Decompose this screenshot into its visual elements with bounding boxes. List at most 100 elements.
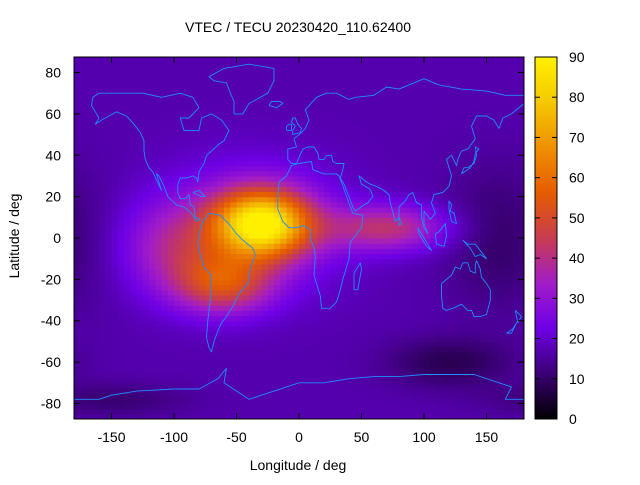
heatmap-cell xyxy=(224,119,231,125)
heatmap-cell xyxy=(386,113,394,120)
heatmap-cell xyxy=(105,134,113,141)
heatmap-cell xyxy=(392,77,400,84)
heatmap-cell xyxy=(455,274,463,280)
heatmap-cell xyxy=(99,253,106,260)
heatmap-cell xyxy=(111,253,119,260)
heatmap-cell xyxy=(161,356,169,363)
heatmap-cell xyxy=(342,82,350,89)
heatmap-cell xyxy=(480,398,488,405)
heatmap-cell xyxy=(205,253,213,260)
heatmap-cell xyxy=(99,248,106,255)
heatmap-cell xyxy=(180,315,188,322)
heatmap-cell xyxy=(511,212,519,218)
heatmap-cell xyxy=(311,351,319,358)
heatmap-cell xyxy=(242,139,250,146)
heatmap-cell xyxy=(492,243,500,249)
heatmap-cell xyxy=(436,57,444,63)
heatmap-cell xyxy=(92,165,100,172)
heatmap-cell xyxy=(367,186,375,193)
heatmap-cell xyxy=(311,77,319,84)
heatmap-cell xyxy=(155,175,163,182)
heatmap-cell xyxy=(211,217,219,224)
heatmap-cell xyxy=(205,82,213,89)
heatmap-cell xyxy=(349,403,356,410)
heatmap-cell xyxy=(442,72,450,79)
heatmap-cell xyxy=(99,315,106,322)
heatmap-cell xyxy=(461,129,469,136)
heatmap-cell xyxy=(449,289,456,296)
heatmap-cell xyxy=(130,367,138,374)
heatmap-cell xyxy=(236,279,244,286)
heatmap-cell xyxy=(180,294,188,301)
heatmap-cell xyxy=(436,351,444,358)
heatmap-cell xyxy=(311,181,319,187)
heatmap-cell xyxy=(449,284,456,291)
heatmap-cell xyxy=(261,320,269,327)
heatmap-cell xyxy=(180,341,188,348)
heatmap-cell xyxy=(449,88,456,94)
heatmap-cell xyxy=(267,387,275,394)
heatmap-cell xyxy=(342,274,350,280)
heatmap-cell xyxy=(255,387,263,394)
heatmap-cell xyxy=(155,393,163,399)
heatmap-cell xyxy=(305,372,313,379)
heatmap-cell xyxy=(211,362,219,368)
heatmap-cell xyxy=(80,155,88,162)
heatmap-cell xyxy=(417,134,425,141)
heatmap-cell xyxy=(180,289,188,296)
heatmap-cell xyxy=(424,356,431,363)
heatmap-cell xyxy=(411,243,419,249)
heatmap-cell xyxy=(255,336,263,343)
heatmap-cell xyxy=(411,139,419,146)
heatmap-cell xyxy=(99,134,106,141)
heatmap-cell xyxy=(236,129,244,136)
heatmap-cell xyxy=(305,351,313,358)
heatmap-cell xyxy=(280,191,288,198)
heatmap-cell xyxy=(149,320,156,327)
heatmap-cell xyxy=(474,77,481,84)
heatmap-cell xyxy=(105,367,113,374)
heatmap-cell xyxy=(142,362,150,368)
heatmap-cell xyxy=(136,341,144,348)
heatmap-cell xyxy=(99,300,106,306)
heatmap-cell xyxy=(292,201,300,208)
heatmap-cell xyxy=(161,398,169,405)
heatmap-cell xyxy=(199,346,206,353)
heatmap-cell xyxy=(505,346,513,353)
heatmap-cell xyxy=(92,67,100,74)
heatmap-cell xyxy=(149,351,156,358)
heatmap-cell xyxy=(267,150,275,156)
heatmap-cell xyxy=(467,367,475,374)
heatmap-cell xyxy=(511,196,519,203)
heatmap-cell xyxy=(199,372,206,379)
heatmap-cell xyxy=(380,320,388,327)
heatmap-cell xyxy=(142,103,150,110)
heatmap-cell xyxy=(336,269,344,275)
heatmap-cell xyxy=(80,165,88,172)
heatmap-cell xyxy=(499,408,506,415)
heatmap-cell xyxy=(174,170,181,177)
heatmap-cell xyxy=(417,93,425,99)
heatmap-cell xyxy=(267,248,275,255)
heatmap-cell xyxy=(517,325,524,332)
heatmap-cell xyxy=(261,103,269,110)
heatmap-cell xyxy=(267,305,275,311)
heatmap-cell xyxy=(92,372,100,379)
heatmap-cell xyxy=(255,372,263,379)
heatmap-cell xyxy=(92,201,100,208)
heatmap-cell xyxy=(211,279,219,286)
heatmap-cell xyxy=(261,367,269,374)
heatmap-cell xyxy=(267,217,275,224)
heatmap-cell xyxy=(467,139,475,146)
heatmap-cell xyxy=(174,362,181,368)
heatmap-cell xyxy=(99,362,106,368)
heatmap-cell xyxy=(411,294,419,301)
heatmap-cell xyxy=(455,238,463,244)
heatmap-cell xyxy=(374,300,381,306)
heatmap-cell xyxy=(424,372,431,379)
heatmap-cell xyxy=(474,248,481,255)
heatmap-cell xyxy=(424,72,431,79)
heatmap-cell xyxy=(361,377,369,384)
heatmap-cell xyxy=(461,279,469,286)
